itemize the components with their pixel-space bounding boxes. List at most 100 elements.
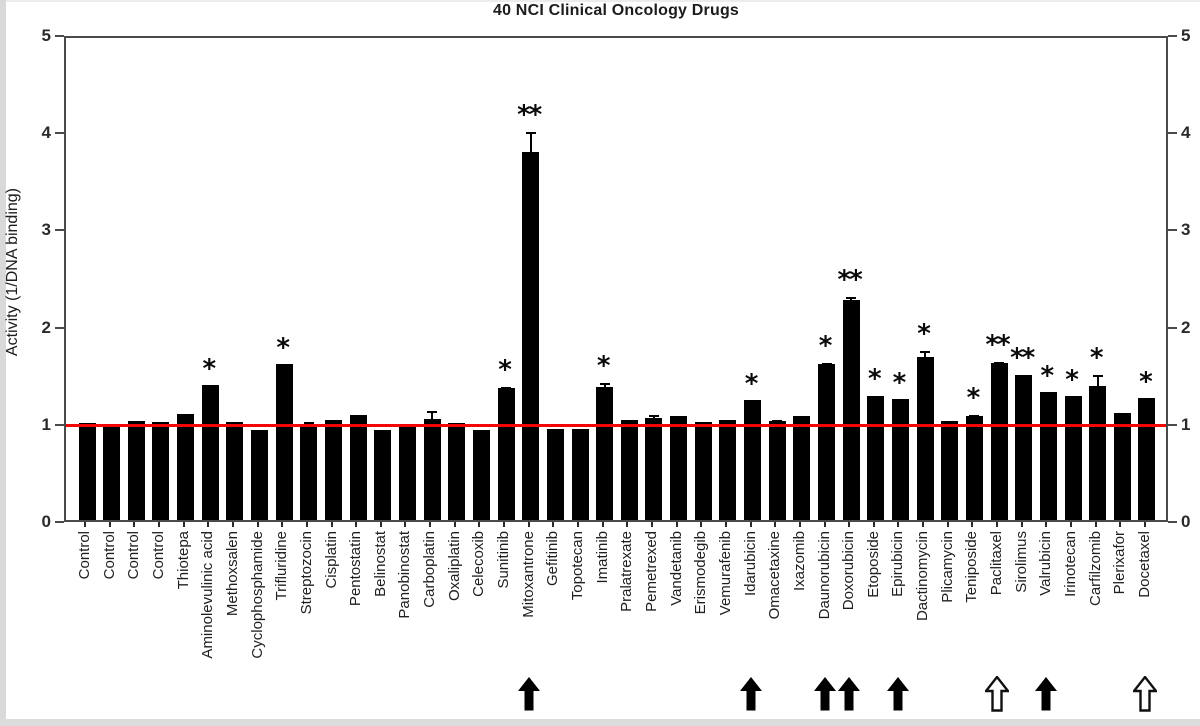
significance-marker: ** [517,100,542,131]
x-label-ixazomib: Ixazomib [790,531,808,592]
significance-marker: * [202,353,216,384]
bar-teniposide [965,416,983,520]
significance-marker: * [498,354,512,385]
error-bar-mitoxantrone [529,132,532,156]
y-tick-label-left: 1 [41,414,51,434]
error-cap-carfilzomib [1092,375,1103,378]
x-tick [626,522,629,527]
x-label-topotecan: Topotecan [569,531,586,601]
x-tick [305,522,308,527]
bar-paclitaxel [990,362,1008,520]
x-tick [798,522,801,527]
error-bar-daunorubicin [825,362,828,369]
bar-methoxsalen [226,421,244,520]
x-label-teniposide: Teniposide [963,531,981,603]
bar-mitoxantrone [522,151,540,520]
bar-vandetanib [670,416,688,520]
y-tick-label-left: 0 [41,512,51,531]
filled-up-arrow-icon [517,676,541,712]
error-bar-omacetaxine [776,419,779,425]
significance-marker: * [1139,366,1153,397]
x-label-vemurafenib: Vemurafenib [716,531,734,616]
error-cap-plicamycin [944,420,955,423]
y-tick-label-left: 4 [41,123,51,143]
error-cap-dactinomycin [920,350,931,353]
bar-plerixafor [1113,413,1131,520]
bar-belinostat [374,429,392,520]
x-tick [379,522,382,527]
x-tick [848,522,851,527]
x-label-dactinomycin: Dactinomycin [914,531,932,622]
chart-title: 40 NCI Clinical Oncology Drugs [492,2,740,19]
significance-marker: * [818,330,833,361]
x-label-control: Control [149,531,167,580]
bar-control [127,420,145,520]
significance-marker: * [917,318,931,349]
x-tick [897,522,900,527]
error-bar-carboplatin [431,411,434,423]
bar-thiotepa [177,414,195,520]
significance-marker: * [596,351,611,382]
error-bar-imatinib [603,383,606,391]
bar-pralatrexate [620,419,638,520]
y-tick-label-right: 0 [1181,512,1191,531]
error-bar-teniposide [973,415,976,420]
bar-cisplatin [325,419,342,520]
x-label-control: Control [76,531,93,580]
error-bar-doxorubicin [850,296,853,305]
x-label-plerixafor: Plerixafor [1111,531,1129,595]
bar-topotecan [571,428,589,520]
y-tick-left [55,132,64,135]
x-tick [946,522,949,527]
x-label-idarubicin: Idarubicin [741,531,759,597]
x-tick [527,522,530,527]
x-label-aminolevulinic-acid: Aminolevulinic acid [199,531,217,659]
x-label-sunitinib: Sunitinib [495,531,513,589]
x-label-carfilzomib: Carfilzomib [1086,531,1104,607]
x-tick [749,522,752,527]
x-label-streptozocin: Streptozocin [297,531,315,615]
significance-marker: * [966,383,981,414]
bar-etoposide [867,395,885,520]
x-tick [601,522,604,527]
significance-marker: * [276,332,290,363]
bar-omacetaxine [768,420,786,520]
bar-celecoxib [472,429,490,520]
y-tick-left [55,35,64,37]
image-border-left [0,0,6,726]
plot-area [64,36,1168,522]
x-tick [700,522,703,527]
x-label-thiotepa: Thiotepa [174,531,192,590]
x-label-sirolimus: Sirolimus [1012,531,1030,593]
error-cap-epirubicin [895,399,906,402]
x-tick [84,522,86,527]
x-tick [823,522,826,527]
error-cap-thiotepa [180,416,191,419]
x-label-control: Control [125,531,143,580]
image-border-top [0,0,1200,2]
x-tick [182,522,185,527]
x-label-carboplatin: Carboplatin [421,531,439,608]
error-cap-pentostatin [353,417,364,420]
bar-panobinostat [398,425,416,520]
bar-carboplatin [423,418,441,520]
x-tick [724,522,727,527]
x-tick [1045,522,1048,527]
significance-marker: * [1040,360,1055,391]
error-bar-sunitinib [505,386,508,392]
y-tick-right [1168,423,1177,426]
x-tick [281,522,284,527]
x-label-control: Control [100,531,118,580]
x-label-pentostatin: Pentostatin [347,531,365,607]
error-cap-teniposide [969,415,980,418]
error-cap-etoposide [870,395,881,398]
error-cap-doxorubicin [846,296,857,299]
y-tick-label-left: 3 [41,220,51,240]
bar-plicamycin [941,420,959,520]
error-cap-streptozocin [303,421,314,424]
x-label-daunorubicin: Daunorubicin [815,531,833,620]
bar-control [103,426,121,520]
bar-pentostatin [349,415,367,520]
bar-oxaliplatin [448,422,466,520]
